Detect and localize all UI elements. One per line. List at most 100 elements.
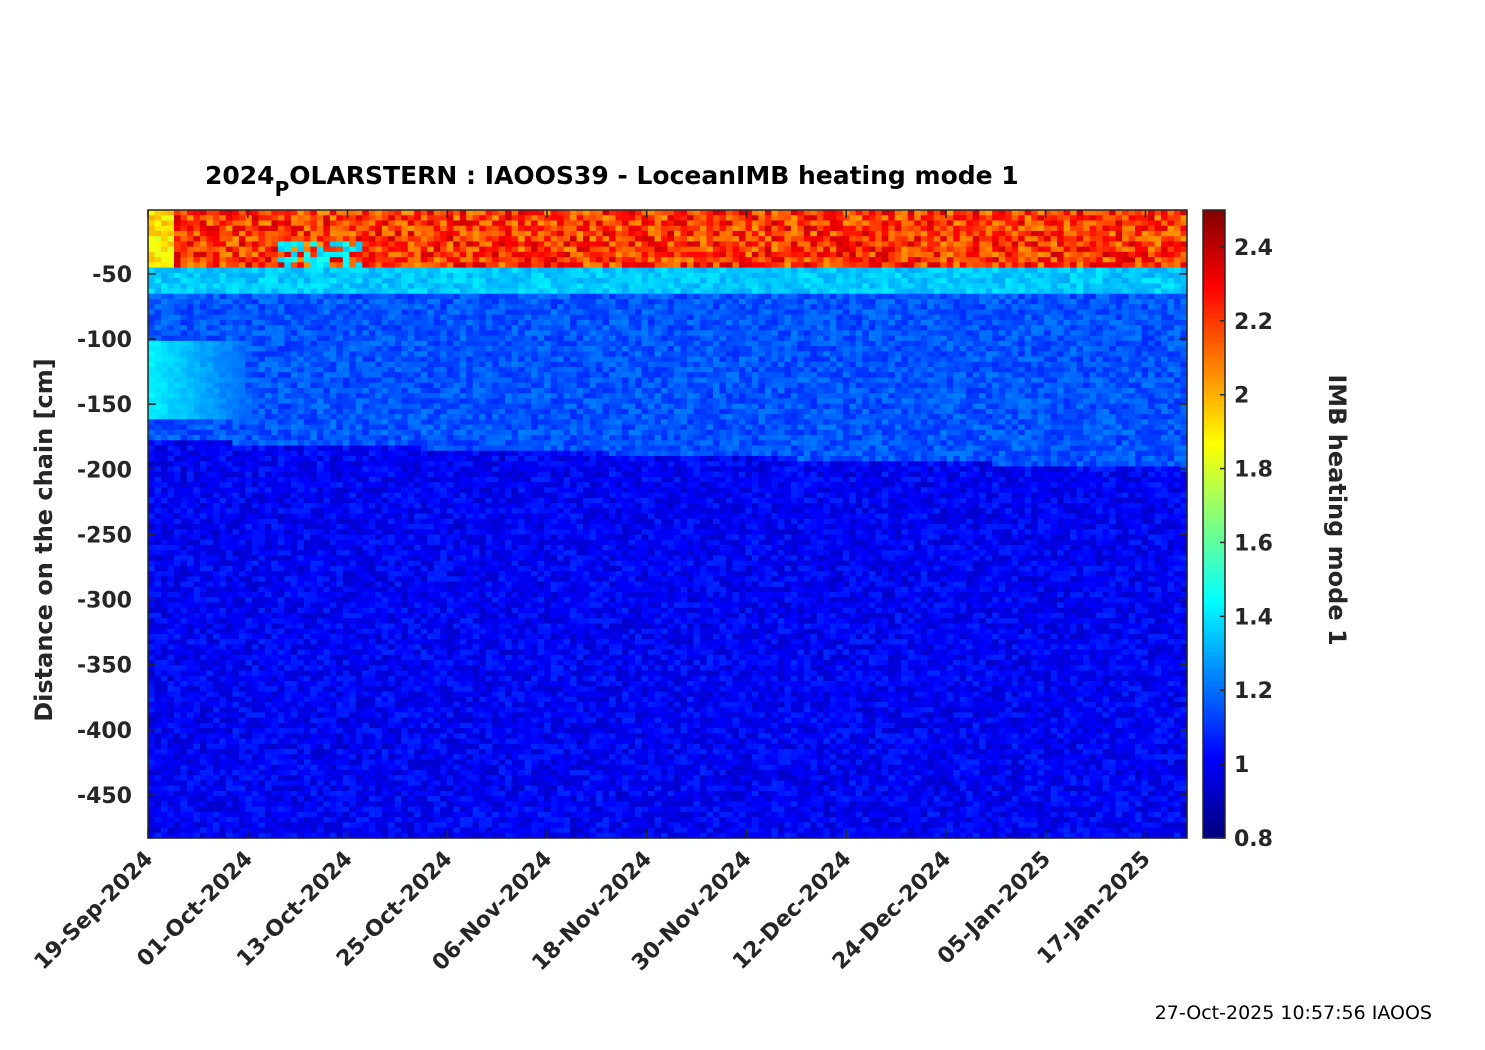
heatmap-cell xyxy=(310,429,318,436)
heatmap-cell xyxy=(297,330,305,337)
heatmap-cell xyxy=(342,555,350,562)
heatmap-cell xyxy=(206,356,214,363)
heatmap-cell xyxy=(160,796,169,802)
heatmap-cell xyxy=(342,660,350,666)
heatmap-cell xyxy=(329,262,337,269)
heatmap-cell xyxy=(251,581,259,588)
heatmap-cell xyxy=(381,707,389,713)
heatmap-cell xyxy=(219,811,227,818)
heatmap-cell xyxy=(180,707,188,713)
heatmap-cell xyxy=(264,534,272,541)
heatmap-cell xyxy=(264,335,272,342)
heatmap-cell xyxy=(388,262,396,269)
heatmap-cell xyxy=(193,482,201,488)
heatmap-cell xyxy=(219,476,227,483)
heatmap-cell xyxy=(206,210,214,216)
heatmap-cell xyxy=(342,670,350,677)
heatmap-cell xyxy=(388,801,396,808)
heatmap-cell xyxy=(342,497,350,504)
heatmap-cell xyxy=(284,257,292,263)
heatmap-cell xyxy=(310,372,318,379)
heatmap-cell xyxy=(316,660,324,666)
heatmap-cell xyxy=(264,262,272,269)
heatmap-cell xyxy=(388,471,396,478)
heatmap-cell xyxy=(388,649,396,656)
heatmap-cell xyxy=(206,623,214,630)
heatmap-cell xyxy=(199,503,208,509)
heatmap-cell xyxy=(271,236,279,242)
heatmap-cell xyxy=(355,325,363,331)
heatmap-cell xyxy=(290,492,298,499)
heatmap-cell xyxy=(206,602,214,609)
heatmap-cell xyxy=(303,827,311,834)
heatmap-cell xyxy=(251,665,259,672)
heatmap-cell xyxy=(245,230,253,237)
heatmap-cell xyxy=(407,387,415,394)
heatmap-cell xyxy=(258,707,266,713)
heatmap-cell xyxy=(284,408,292,415)
heatmap-cell xyxy=(310,241,318,248)
heatmap-cell xyxy=(310,602,318,609)
heatmap-cell xyxy=(225,518,234,525)
heatmap-cell xyxy=(167,597,175,604)
heatmap-cell xyxy=(394,487,402,494)
heatmap-cell xyxy=(251,435,259,441)
heatmap-cell xyxy=(316,749,324,755)
heatmap-cell xyxy=(381,592,389,598)
heatmap-cell xyxy=(375,513,383,520)
heatmap-cell xyxy=(271,387,279,394)
heatmap-cell xyxy=(336,712,344,719)
heatmap-cell xyxy=(381,419,389,426)
heatmap-cell xyxy=(290,612,298,619)
heatmap-cell xyxy=(219,780,227,787)
heatmap-cell xyxy=(336,790,344,797)
heatmap-cell xyxy=(303,728,311,734)
heatmap-cell xyxy=(355,623,363,630)
heatmap-cell xyxy=(290,466,298,473)
heatmap-cell xyxy=(154,466,162,473)
heatmap-cell xyxy=(349,435,357,441)
heatmap-cell xyxy=(290,293,298,300)
heatmap-cell xyxy=(342,215,350,222)
heatmap-cell xyxy=(329,267,337,274)
heatmap-cell xyxy=(148,508,156,515)
heatmap-cell xyxy=(212,749,221,755)
heatmap-cell xyxy=(258,225,266,232)
heatmap-cell xyxy=(225,633,234,640)
heatmap-cell xyxy=(303,445,311,452)
heatmap-cell xyxy=(407,780,415,787)
heatmap-cell xyxy=(277,492,285,499)
heatmap-cell xyxy=(323,230,331,237)
heatmap-cell xyxy=(173,811,182,818)
heatmap-cell xyxy=(232,717,240,724)
heatmap-cell xyxy=(206,681,214,687)
heatmap-cell xyxy=(342,775,350,782)
heatmap-cell xyxy=(232,435,240,441)
heatmap-cell xyxy=(232,361,240,368)
heatmap-cell xyxy=(349,785,357,792)
heatmap-cell xyxy=(323,754,331,761)
heatmap-cell xyxy=(264,398,272,405)
heatmap-cell xyxy=(310,827,318,834)
heatmap-cell xyxy=(316,691,324,698)
heatmap-cell xyxy=(271,429,279,436)
heatmap-cell xyxy=(212,665,221,672)
heatmap-cell xyxy=(199,215,208,222)
heatmap-cell xyxy=(238,335,246,342)
heatmap-cell xyxy=(154,759,162,766)
heatmap-cell xyxy=(349,806,357,813)
heatmap-cell xyxy=(154,251,162,258)
heatmap-cell xyxy=(342,450,350,457)
heatmap-cell xyxy=(368,288,376,295)
heatmap-cell xyxy=(206,262,214,269)
heatmap-cell xyxy=(245,775,253,782)
heatmap-cell xyxy=(394,728,402,734)
heatmap-cell xyxy=(284,722,292,729)
heatmap-cell xyxy=(180,670,188,677)
heatmap-cell xyxy=(284,377,292,384)
heatmap-cell xyxy=(271,660,279,666)
heatmap-cell xyxy=(167,592,175,598)
heatmap-cell xyxy=(245,278,253,284)
heatmap-cell xyxy=(245,440,253,447)
heatmap-cell xyxy=(199,586,208,593)
